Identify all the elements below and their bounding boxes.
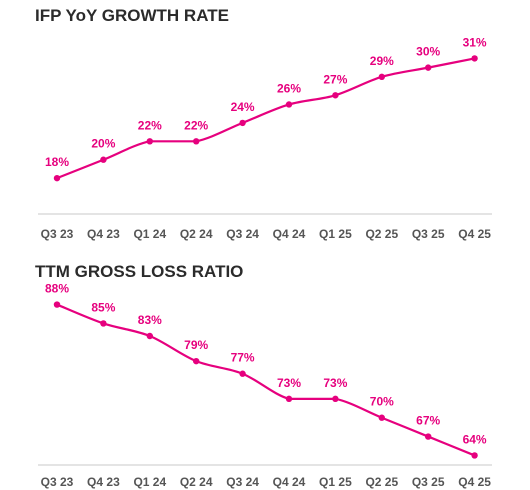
data-label-loss: 67% — [416, 414, 440, 428]
data-point-growth — [285, 101, 293, 108]
data-label-growth: 20% — [91, 137, 115, 151]
data-point-loss — [332, 395, 339, 403]
x-tick-label-growth: Q4 23 — [87, 227, 120, 241]
data-label-loss: 88% — [45, 282, 69, 296]
data-point-loss — [425, 433, 432, 440]
data-point-loss — [285, 395, 293, 403]
x-tick-label-loss: Q2 25 — [365, 475, 398, 489]
x-tick-label-growth: Q3 24 — [226, 227, 259, 241]
x-tick-label-loss: Q3 25 — [412, 475, 445, 489]
data-label-growth: 22% — [184, 118, 208, 132]
x-tick-label-growth: Q3 23 — [41, 227, 74, 241]
data-label-growth: 30% — [416, 45, 440, 59]
series-line-growth — [55, 57, 476, 180]
data-label-loss: 73% — [277, 376, 301, 390]
x-tick-label-growth: Q4 24 — [273, 227, 306, 241]
data-point-loss — [53, 301, 61, 308]
data-point-growth — [378, 73, 385, 81]
data-point-growth — [100, 156, 107, 163]
x-tick-label-loss: Q3 23 — [41, 475, 74, 489]
x-tick-label-loss: Q3 24 — [226, 475, 259, 489]
chart-title-ifp-growth: IFP YoY GROWTH RATE — [35, 6, 229, 25]
data-label-loss: 70% — [370, 395, 394, 409]
x-tick-label-loss: Q1 24 — [133, 475, 166, 489]
data-point-growth — [146, 138, 153, 145]
x-tick-label-growth: Q2 24 — [180, 227, 213, 241]
data-point-loss — [146, 332, 153, 340]
data-point-growth — [471, 55, 478, 62]
data-point-growth — [53, 174, 61, 182]
x-tick-label-growth: Q4 25 — [458, 227, 491, 241]
data-point-growth — [193, 138, 200, 145]
data-point-loss — [193, 357, 200, 365]
data-label-growth: 29% — [370, 54, 394, 68]
data-label-growth: 26% — [277, 81, 301, 95]
data-label-loss: 79% — [184, 338, 208, 352]
data-point-growth — [239, 119, 246, 127]
data-point-growth — [425, 64, 432, 71]
data-point-loss — [100, 320, 107, 327]
x-tick-label-growth: Q1 24 — [133, 227, 166, 241]
data-point-loss — [471, 452, 478, 459]
data-label-growth: 24% — [231, 100, 255, 114]
data-label-growth: 18% — [45, 155, 69, 169]
x-tick-label-loss: Q4 25 — [458, 475, 491, 489]
data-label-loss: 83% — [138, 313, 162, 327]
x-tick-label-loss: Q1 25 — [319, 475, 352, 489]
data-label-growth: 31% — [463, 35, 487, 49]
data-label-growth: 22% — [138, 118, 162, 132]
x-tick-label-growth: Q3 25 — [412, 227, 445, 241]
data-label-loss: 64% — [463, 432, 487, 446]
data-label-loss: 85% — [91, 300, 115, 314]
series-line-loss — [55, 303, 476, 457]
data-point-loss — [239, 370, 246, 377]
x-tick-label-loss: Q4 24 — [273, 475, 306, 489]
data-label-loss: 73% — [323, 376, 347, 390]
data-point-growth — [332, 92, 339, 99]
ifp-growth-chart: 18% Q3 23 20% Q4 23 22% Q1 24 22% Q2 24 24% Q3 24… — [38, 35, 492, 241]
data-label-loss: 77% — [231, 351, 255, 365]
data-label-growth: 27% — [323, 72, 347, 86]
x-tick-label-growth: Q1 25 — [319, 227, 352, 241]
data-point-loss — [378, 414, 385, 421]
x-tick-label-loss: Q2 24 — [180, 475, 213, 489]
chart-title-gross-loss: TTM GROSS LOSS RATIO — [35, 262, 244, 281]
x-tick-label-loss: Q4 23 — [87, 475, 120, 489]
gross-loss-chart: 88% Q3 23 85% Q4 23 83% Q1 24 79% Q2 24 77% Q3 24… — [38, 282, 492, 489]
x-tick-label-growth: Q2 25 — [365, 227, 398, 241]
